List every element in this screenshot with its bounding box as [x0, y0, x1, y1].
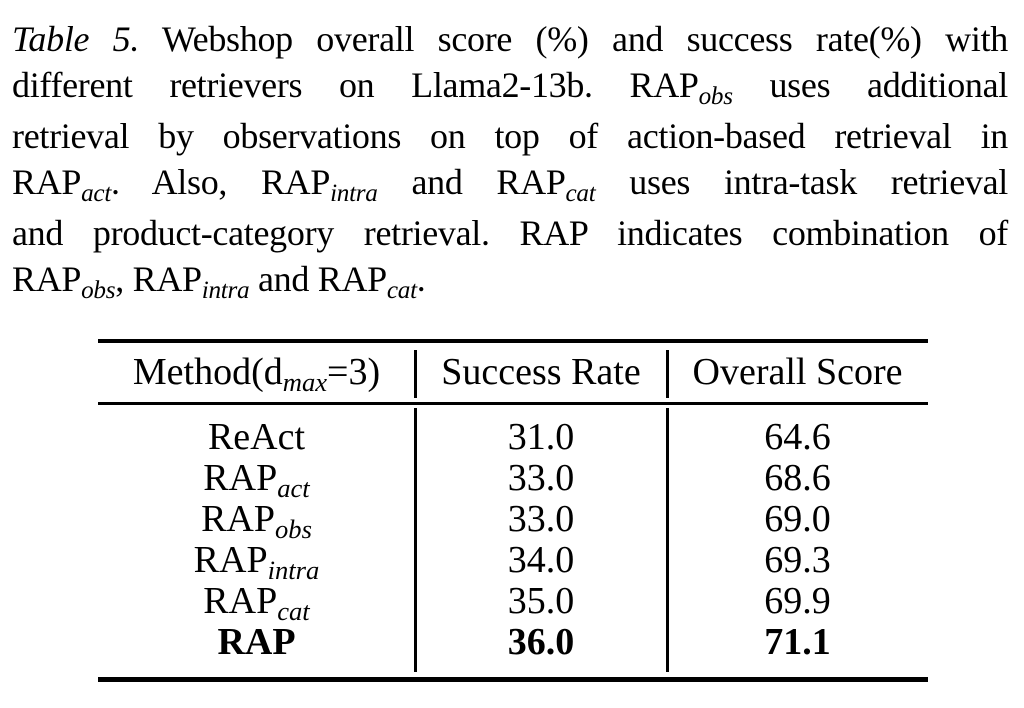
overall-score-cell: 64.6	[764, 415, 831, 458]
caption-line: RAPact. Also, RAPintra and RAPcat uses i…	[12, 159, 1008, 210]
text-segment: act	[277, 472, 310, 503]
method-cell: RAPact	[98, 456, 415, 503]
column-separator	[414, 350, 417, 398]
text-segment: max	[282, 367, 328, 398]
column-separator	[666, 408, 669, 672]
text-segment: cat	[386, 277, 417, 305]
text-segment: different retrievers on Llama2-13b. RAP	[12, 65, 699, 105]
column-header-overall-score: Overall Score	[692, 351, 903, 393]
method-cell: RAPobs	[98, 497, 415, 544]
caption-line: retrieval by observations on top of acti…	[12, 113, 1008, 159]
text-segment: uses additional	[732, 65, 1008, 105]
text-segment: RAP	[12, 259, 82, 299]
overall-score-cell: 69.0	[764, 497, 831, 540]
success-rate-cell: 36.0	[507, 620, 575, 663]
text-segment: cat	[565, 180, 596, 208]
text-segment: Webshop overall score (%) and success ra…	[139, 19, 1008, 59]
text-segment: act	[81, 180, 112, 208]
text-segment: RAP	[203, 456, 278, 499]
success-rate-cell: 33.0	[507, 456, 575, 499]
text-segment: =3)	[327, 351, 381, 393]
text-segment: intra	[267, 554, 320, 585]
success-rate-cell: 33.0	[507, 497, 575, 540]
table-rule-top	[98, 339, 928, 343]
overall-score-cell: 71.1	[764, 620, 831, 663]
text-segment: intra	[330, 180, 378, 208]
column-header-success-rate: Success Rate	[441, 351, 641, 393]
table-header-row: Method(dmax=3) Success Rate Overall Scor…	[98, 344, 928, 400]
text-segment: uses intra-task retrieval	[595, 162, 1008, 202]
table-body: ReAct 31.0 64.6 RAPact 33.0 68.6 RAPobs 33.0 69.…	[98, 415, 928, 664]
method-cell: ReAct	[98, 415, 415, 459]
column-header-method: Method(dmax=3)	[98, 350, 415, 398]
caption-line: different retrievers on Llama2-13b. RAPo…	[12, 62, 1008, 113]
text-segment: RAP	[12, 162, 82, 202]
text-segment: cat	[277, 595, 310, 626]
text-segment: and RAP	[377, 162, 566, 202]
overall-score-cell: 69.3	[764, 538, 831, 581]
column-separator	[666, 350, 669, 398]
caption-line: Table 5. Webshop overall score (%) and s…	[12, 16, 1008, 62]
text-segment: intra	[201, 277, 250, 305]
text-segment: .	[416, 259, 426, 299]
text-segment: RAP	[203, 579, 278, 622]
overall-score-cell: 69.9	[764, 579, 831, 622]
text-segment: obs	[274, 513, 312, 544]
text-segment: ReAct	[207, 415, 306, 458]
method-cell: RAPintra	[98, 538, 415, 585]
text-segment: . Also, RAP	[111, 162, 331, 202]
text-segment: and product-category retrieval. RAP indi…	[12, 213, 1008, 253]
table-rule-bottom	[98, 677, 928, 682]
text-segment: , RAP	[115, 259, 202, 299]
text-segment: obs	[698, 83, 733, 111]
method-cell: RAP	[98, 620, 415, 664]
caption-line: RAPobs, RAPintra and RAPcat.	[12, 256, 1008, 307]
table-caption: Table 5. Webshop overall score (%) and s…	[12, 16, 1008, 307]
text-segment: RAP	[217, 620, 296, 663]
table-rule-mid	[98, 402, 928, 405]
method-cell: RAPcat	[98, 579, 415, 626]
text-segment: RAP	[193, 538, 268, 581]
success-rate-cell: 31.0	[507, 415, 575, 458]
caption-line: and product-category retrieval. RAP indi…	[12, 210, 1008, 256]
text-segment: Method(d	[132, 351, 283, 393]
success-rate-cell: 34.0	[507, 538, 575, 581]
text-segment: and RAP	[249, 259, 387, 299]
text-segment: obs	[81, 277, 116, 305]
overall-score-cell: 68.6	[764, 456, 831, 499]
text-segment: RAP	[201, 497, 275, 540]
text-segment: Table 5.	[12, 19, 140, 59]
column-separator	[414, 408, 417, 672]
text-segment: retrieval by observations on top of acti…	[12, 116, 1008, 156]
success-rate-cell: 35.0	[507, 579, 575, 622]
